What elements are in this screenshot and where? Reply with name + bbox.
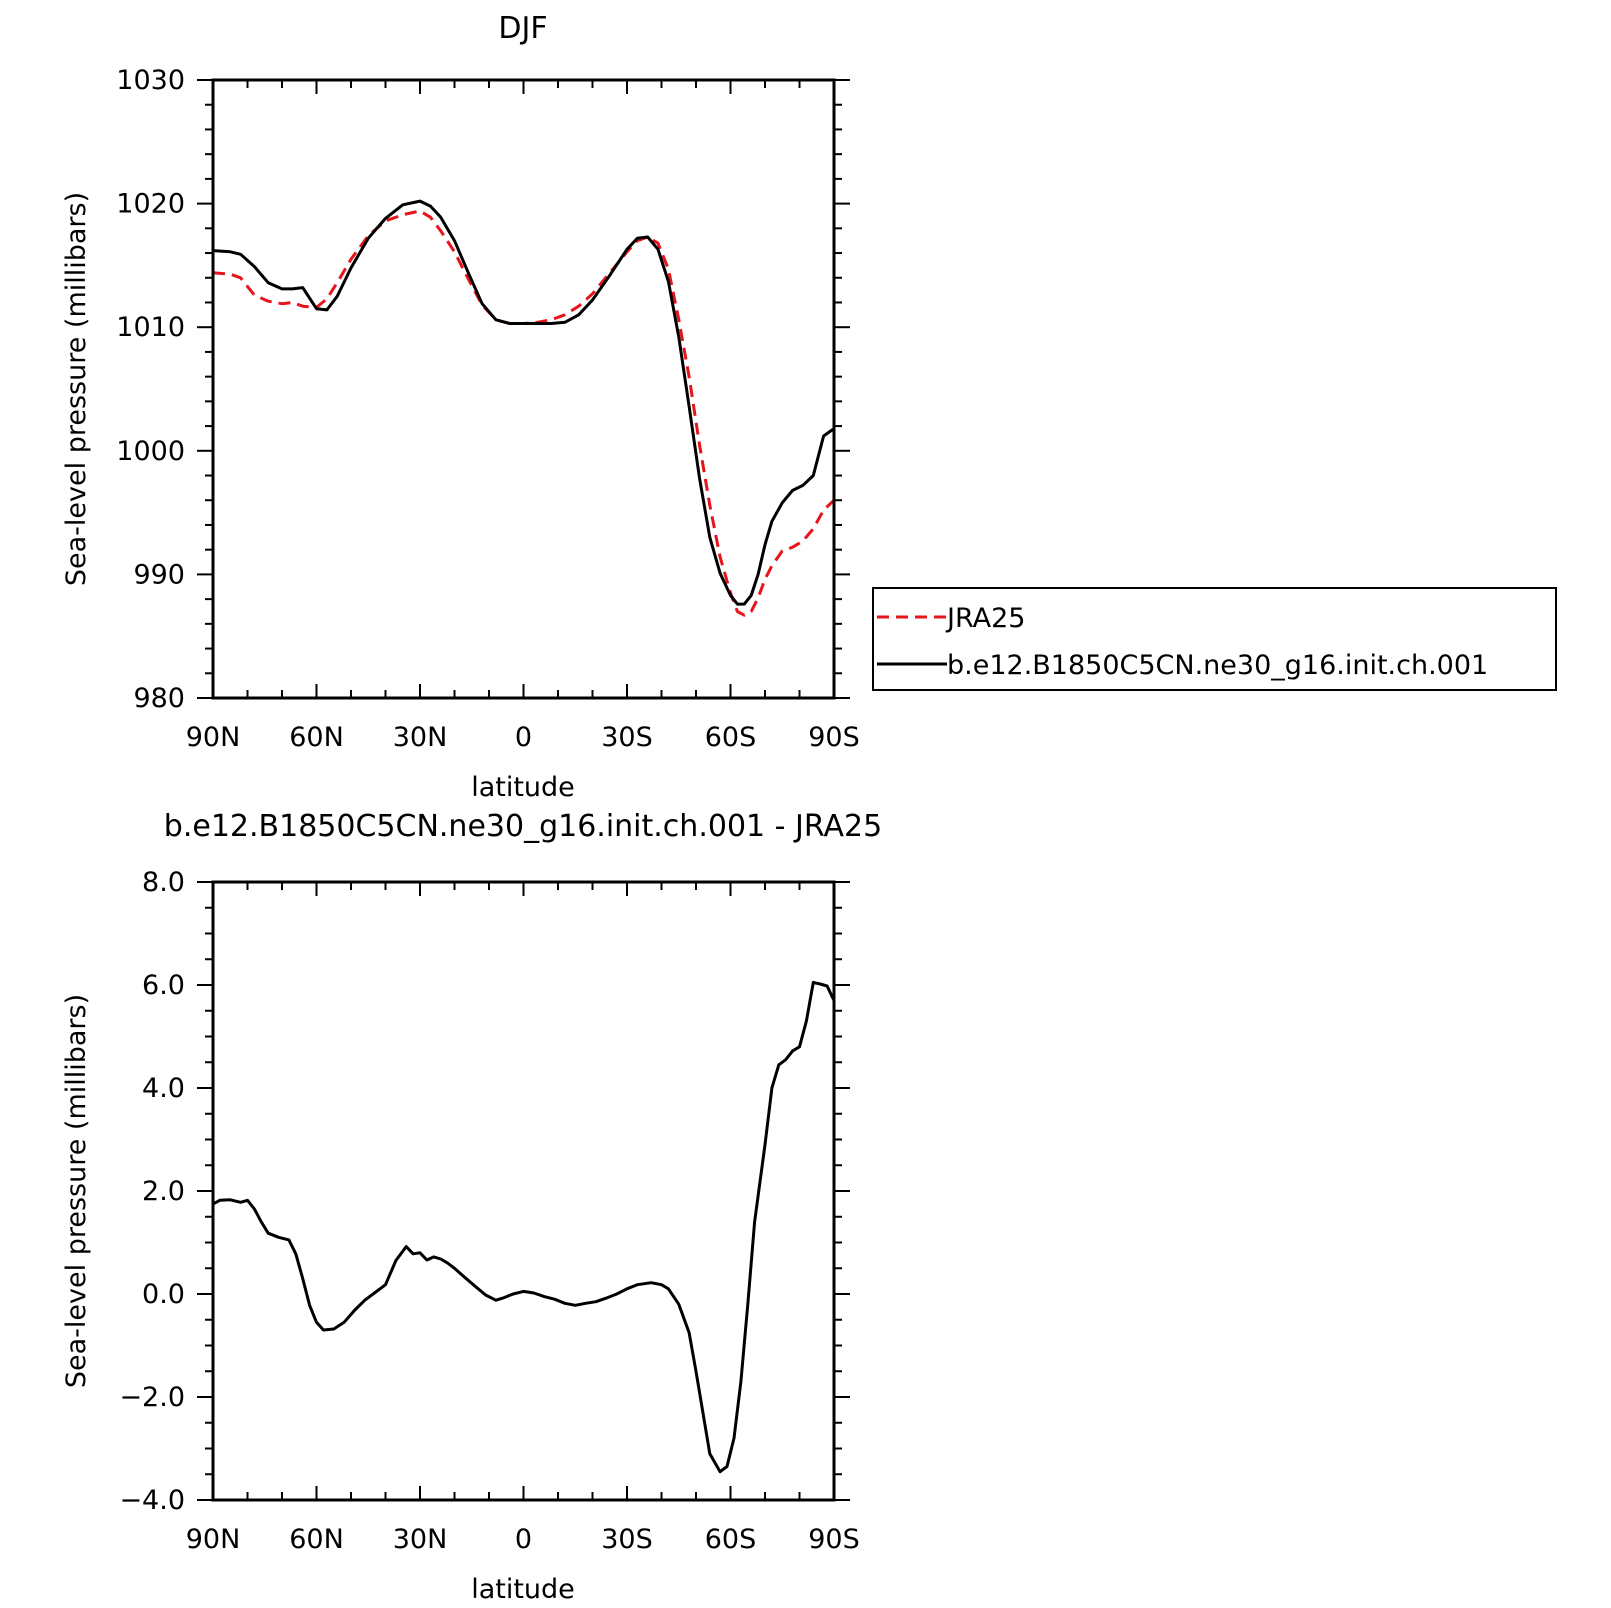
x-tick-label: 90N <box>186 722 241 753</box>
y-tick-label: 1010 <box>116 312 185 343</box>
x-tick-label: 30N <box>393 1524 448 1555</box>
y-tick-label: −2.0 <box>119 1382 185 1413</box>
x-tick-label: 30S <box>601 1524 653 1555</box>
x-tick-label: 60S <box>705 1524 757 1555</box>
y-tick-label: 1030 <box>116 65 185 96</box>
x-tick-label: 0 <box>515 722 532 753</box>
x-tick-label: 90S <box>808 1524 860 1555</box>
x-tick-label: 60S <box>705 722 757 753</box>
top-y-axis-label: Sea-level pressure (millibars) <box>61 192 92 586</box>
top-x-axis-label: latitude <box>471 772 575 803</box>
x-tick-label: 60N <box>289 1524 344 1555</box>
top-panel: DJF 90N 60N 30N 0 30S 60S 90S 980 990 1000 1010 102… <box>61 11 860 803</box>
top-plot-frame <box>211 78 836 700</box>
y-tick-label: 1000 <box>116 436 185 467</box>
bottom-series-line-0 <box>212 980 836 1474</box>
x-tick-label: 30N <box>393 722 448 753</box>
top-series-line-1 <box>212 199 835 606</box>
top-axis-ticks <box>197 79 850 699</box>
legend: JRA25 b.e12.B1850C5CN.ne30_g16.init.ch.0… <box>872 587 1557 691</box>
bottom-chart-title: b.e12.B1850C5CN.ne30_g16.init.ch.001 - J… <box>164 809 882 844</box>
y-tick-label: 980 <box>133 683 185 714</box>
top-tick-labels: 90N 60N 30N 0 30S 60S 90S 980 990 1000 1010 1020 103… <box>116 65 859 753</box>
top-series-line-0 <box>212 209 836 617</box>
legend-box <box>872 587 1557 691</box>
legend-label-model: b.e12.B1850C5CN.ne30_g16.init.ch.001 <box>947 650 1488 681</box>
bottom-plot-frame <box>211 880 836 1502</box>
y-tick-label: 1020 <box>116 189 185 220</box>
top-series-layer <box>212 199 836 617</box>
legend-label-jra25: JRA25 <box>945 603 1025 634</box>
bottom-tick-labels: 90N 60N 30N 0 30S 60S 90S −4.0 −2.0 0.0 2.0 4.0 6.0 8… <box>119 867 859 1555</box>
bottom-y-axis-label: Sea-level pressure (millibars) <box>61 994 92 1388</box>
bottom-panel: b.e12.B1850C5CN.ne30_g16.init.ch.001 - J… <box>61 809 882 1605</box>
y-tick-label: −4.0 <box>119 1485 185 1516</box>
bottom-series-layer <box>212 980 836 1474</box>
top-chart-title: DJF <box>498 11 547 46</box>
x-tick-label: 90S <box>808 722 860 753</box>
y-tick-label: 4.0 <box>142 1073 185 1104</box>
x-tick-label: 90N <box>186 1524 241 1555</box>
bottom-axis-ticks <box>197 881 850 1501</box>
bottom-x-axis-label: latitude <box>471 1574 575 1605</box>
y-tick-label: 990 <box>133 559 185 590</box>
x-tick-label: 0 <box>515 1524 532 1555</box>
y-tick-label: 0.0 <box>142 1279 185 1310</box>
y-tick-label: 2.0 <box>142 1176 185 1207</box>
y-tick-label: 6.0 <box>142 970 185 1001</box>
x-tick-label: 60N <box>289 722 344 753</box>
y-tick-label: 8.0 <box>142 867 185 898</box>
x-tick-label: 30S <box>601 722 653 753</box>
